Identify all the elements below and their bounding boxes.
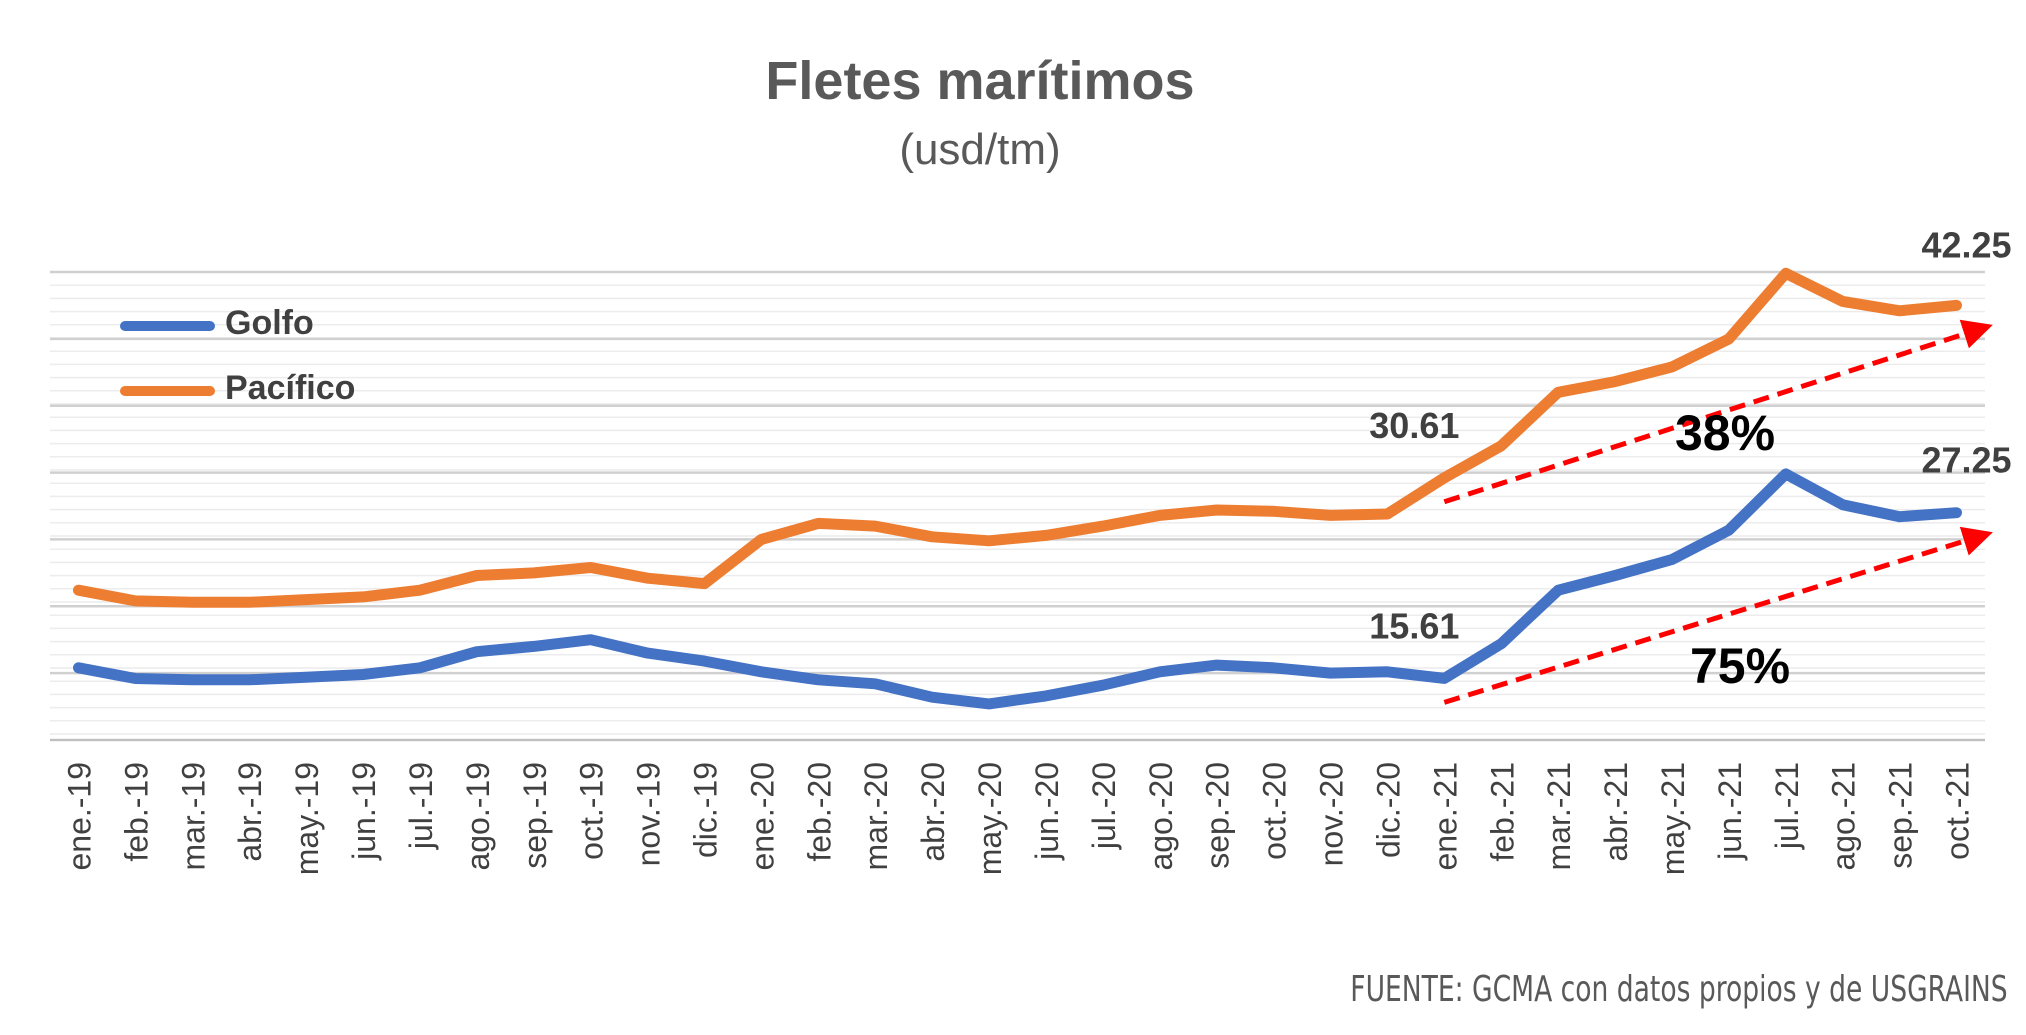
x-tick-label: ene.-21 (1427, 762, 1463, 871)
x-tick-label: ene.-20 (744, 762, 780, 871)
x-tick-label: ago.-20 (1143, 762, 1179, 871)
x-tick-label: may.-19 (289, 762, 325, 875)
legend-label-golfo: Golfo (225, 304, 314, 342)
x-tick-label: may.-20 (972, 762, 1008, 875)
x-tick-label: jun.-21 (1712, 762, 1748, 861)
data-label: 42.25 (1921, 224, 2011, 265)
x-tick-label: feb.-20 (801, 762, 837, 862)
x-tick-label: abr.-20 (915, 762, 951, 862)
x-tick-label: nov.-19 (631, 762, 667, 866)
x-tick-label: abr.-19 (232, 762, 268, 862)
x-tick-label: jun.-20 (1029, 762, 1065, 861)
legend-line-golfo (120, 321, 215, 331)
series-line-pacifico (73, 267, 1962, 608)
chart-subtitle: (usd/tm) (899, 125, 1061, 174)
data-label: 27.25 (1921, 440, 2011, 481)
x-tick-label: sep.-20 (1200, 762, 1236, 869)
x-tick-label: dic.-19 (687, 762, 723, 858)
x-tick-label: ago.-21 (1826, 762, 1862, 871)
x-tick-label: sep.-21 (1883, 762, 1919, 869)
legend-label-pacifico: Pacífico (225, 369, 356, 407)
x-tick-label: oct.-19 (574, 762, 610, 860)
x-tick-label: dic.-20 (1370, 762, 1406, 858)
x-tick-label: jul.-20 (1086, 762, 1122, 850)
legend-line-pacifico (120, 386, 215, 396)
x-tick-label: mar.-20 (858, 762, 894, 870)
pct-label-pacifico: 38% (1675, 405, 1775, 461)
x-tick-label: feb.-21 (1484, 762, 1520, 862)
pct-label-golfo: 75% (1690, 638, 1790, 694)
x-tick-label: jul.-21 (1769, 762, 1805, 850)
x-tick-label: may.-21 (1655, 762, 1691, 875)
x-tick-label: oct.-20 (1257, 762, 1293, 860)
x-tick-label: ago.-19 (460, 762, 496, 871)
x-tick-label: nov.-20 (1314, 762, 1350, 866)
x-tick-label: oct.-21 (1940, 762, 1976, 860)
trend-arrow-golfo (1443, 526, 1993, 705)
chart-title: Fletes marítimos (765, 51, 1195, 111)
x-tick-label: jul.-19 (403, 762, 439, 850)
x-tick-label: sep.-19 (517, 762, 553, 869)
x-tick-label: mar.-21 (1541, 762, 1577, 870)
data-label: 30.61 (1369, 405, 1459, 446)
x-tick-label: abr.-21 (1598, 762, 1634, 862)
source-note: FUENTE: GCMA con datos propios y de USGR… (1350, 969, 2008, 1010)
series-line-golfo (73, 468, 1962, 710)
x-tick-label: ene.-19 (61, 762, 97, 871)
x-tick-label: feb.-19 (118, 762, 154, 862)
data-label: 15.61 (1369, 605, 1459, 646)
x-tick-label: mar.-19 (175, 762, 211, 870)
trend-arrow-pacifico (1443, 319, 1993, 505)
x-tick-label: jun.-19 (346, 762, 382, 861)
